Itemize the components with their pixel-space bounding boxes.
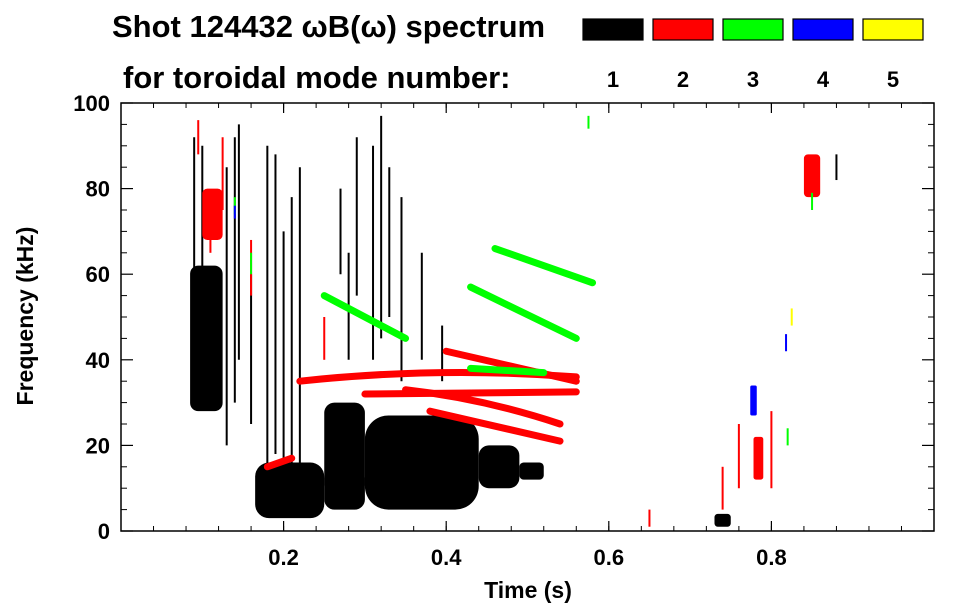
legend-label-5: 5 — [887, 67, 899, 92]
legend-swatch-1 — [582, 18, 644, 41]
legend-label-4: 4 — [817, 67, 830, 92]
mode-1-blob-0 — [190, 265, 223, 412]
mode-2-track-1 — [361, 388, 580, 398]
mode-1-blob-4 — [364, 415, 479, 510]
x-axis-label: Time (s) — [484, 577, 572, 603]
mode-3-track-2 — [491, 245, 597, 287]
legend-swatch-3 — [722, 18, 784, 41]
legend: Shot 124432 ωB(ω) spectrum for toroidal … — [112, 9, 924, 95]
legend-swatch-5 — [862, 18, 924, 41]
mode-2-blob-1 — [753, 436, 764, 480]
legend-swatch-2 — [652, 18, 714, 41]
mode-1-blob-7 — [714, 513, 731, 527]
mode-4-blob-0 — [750, 385, 757, 416]
legend-label-1: 1 — [607, 67, 619, 92]
y-tick-label-4: 80 — [86, 177, 110, 202]
mode-3-track-3 — [467, 364, 548, 377]
mode-1-blob-6 — [519, 462, 544, 480]
chart-title: Shot 124432 ωB(ω) spectrum — [112, 9, 545, 44]
mode-2-blob-2 — [803, 154, 821, 198]
axis-ticks: 0.2 0.4 0.6 0.8 0 20 40 60 80 100 — [73, 91, 934, 570]
legend-label-2: 2 — [677, 67, 689, 92]
x-tick-label-0: 0.2 — [268, 545, 299, 570]
x-tick-label-2: 0.6 — [594, 545, 625, 570]
mode-1-blob-5 — [478, 445, 520, 489]
mode-2-track-2 — [442, 347, 580, 385]
mode-2-track-3 — [402, 386, 564, 428]
mode-2-track-5 — [263, 454, 296, 471]
mode-1-blob-1 — [255, 462, 325, 519]
y-tick-label-5: 100 — [73, 91, 110, 116]
series-mode-4 — [233, 205, 788, 416]
mode-2-track-4 — [426, 407, 564, 445]
mode-2-blob-0 — [202, 188, 223, 240]
y-tick-label-3: 60 — [86, 262, 110, 287]
y-axis-label: Frequency (kHz) — [12, 227, 38, 406]
mode-1-blob-3 — [324, 402, 365, 510]
series-mode-3 — [233, 115, 814, 446]
x-tick-label-1: 0.4 — [431, 545, 462, 570]
mode-3-track-0 — [320, 292, 410, 342]
y-tick-label-0: 0 — [98, 519, 110, 544]
plot-marks — [190, 115, 838, 527]
mode-3-track-1 — [467, 283, 580, 342]
y-tick-label-2: 40 — [86, 348, 110, 373]
x-tick-label-3: 0.8 — [756, 545, 787, 570]
series-mode-1 — [190, 115, 838, 527]
chart-subtitle: for toroidal mode number: — [123, 60, 511, 95]
y-tick-label-1: 20 — [86, 433, 110, 458]
legend-swatch-4 — [792, 18, 854, 41]
legend-label-3: 3 — [747, 67, 759, 92]
